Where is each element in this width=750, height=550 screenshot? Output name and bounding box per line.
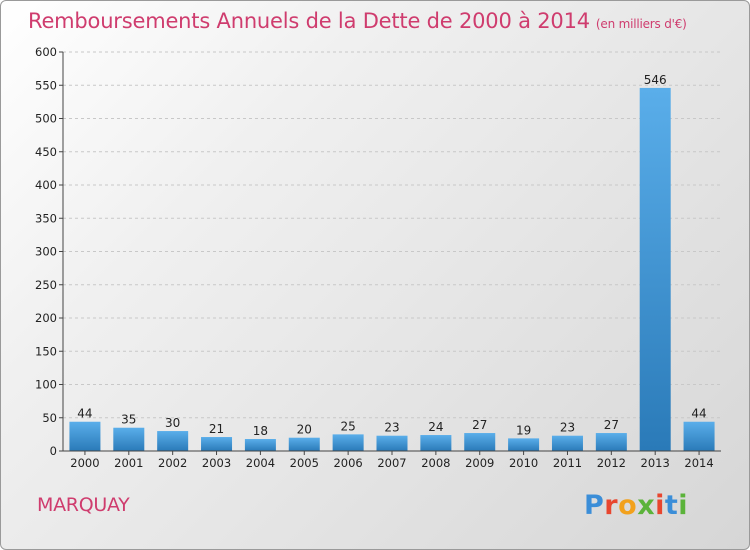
bar-2000 <box>69 421 101 451</box>
data-label-2011: 23 <box>560 421 575 435</box>
x-tick-label-2007: 2007 <box>377 456 406 470</box>
x-tick-label-2005: 2005 <box>290 456 319 470</box>
data-label-2007: 23 <box>384 421 399 435</box>
bar-2004 <box>244 439 276 451</box>
y-tick-label: 150 <box>35 344 57 358</box>
y-tick-label: 550 <box>35 78 57 92</box>
y-tick-label: 400 <box>35 178 57 192</box>
bar-2001 <box>113 427 145 451</box>
y-tick-label: 500 <box>35 112 57 126</box>
bar-2013 <box>639 87 671 451</box>
bar-2014 <box>683 421 715 451</box>
data-label-2009: 27 <box>472 418 487 432</box>
data-label-2002: 30 <box>165 416 180 430</box>
y-tick-label: 100 <box>35 378 57 392</box>
data-label-2010: 19 <box>516 423 531 437</box>
x-tick-label-2008: 2008 <box>421 456 450 470</box>
bar-2002 <box>157 431 189 451</box>
logo-letter: i <box>655 490 665 521</box>
x-tick-label-2011: 2011 <box>553 456 582 470</box>
logo-letter: P <box>584 490 605 521</box>
y-tick-label: 350 <box>35 211 57 225</box>
bars <box>69 87 715 451</box>
logo-letter: t <box>664 490 679 521</box>
data-label-2014: 44 <box>691 407 706 421</box>
data-label-2003: 21 <box>209 422 224 436</box>
chart-title-text: Remboursements Annuels de la Dette de 20… <box>28 9 590 33</box>
y-tick-label: 0 <box>50 444 57 458</box>
x-tick-label-2009: 2009 <box>465 456 494 470</box>
bar-2012 <box>595 433 627 451</box>
chart-title: Remboursements Annuels de la Dette de 20… <box>28 9 687 33</box>
data-label-2005: 20 <box>297 423 312 437</box>
bar-2010 <box>508 438 540 451</box>
commune-name: MARQUAY <box>37 494 130 516</box>
bar-2011 <box>551 435 583 451</box>
x-tick-label-2002: 2002 <box>158 456 187 470</box>
x-tick-label-2012: 2012 <box>597 456 626 470</box>
data-label-2000: 44 <box>77 407 92 421</box>
bar-2009 <box>464 433 496 451</box>
x-tick-label-2013: 2013 <box>641 456 670 470</box>
y-tick-label: 250 <box>35 278 57 292</box>
data-label-2012: 27 <box>604 418 619 432</box>
y-tick-label: 50 <box>42 411 57 425</box>
x-tick-label-2000: 2000 <box>70 456 99 470</box>
bar-2008 <box>420 435 452 451</box>
y-tick-label: 200 <box>35 311 57 325</box>
data-label-2008: 24 <box>428 420 443 434</box>
x-tick-label-2003: 2003 <box>202 456 231 470</box>
data-label-2004: 18 <box>253 424 268 438</box>
bar-2005 <box>288 437 320 451</box>
bar-2006 <box>332 434 364 451</box>
y-tick-label: 300 <box>35 245 57 259</box>
logo-letter: r <box>604 490 619 521</box>
chart-subtitle: (en milliers d'€) <box>595 17 687 31</box>
x-tick-label-2010: 2010 <box>509 456 538 470</box>
x-tick-label-2006: 2006 <box>333 456 362 470</box>
proxiti-logo: Proxiti <box>584 490 688 521</box>
logo-letter: x <box>637 490 656 521</box>
y-tick-label: 600 <box>35 45 57 59</box>
axes <box>59 51 721 455</box>
x-tick-label-2014: 2014 <box>684 456 713 470</box>
data-label-2013: 546 <box>644 73 667 87</box>
y-tick-label: 450 <box>35 145 57 159</box>
bar-2007 <box>376 435 408 451</box>
x-tick-label-2004: 2004 <box>246 456 275 470</box>
logo-letter: i <box>678 490 689 521</box>
grid-lines <box>63 51 721 452</box>
bar-2003 <box>201 437 233 451</box>
x-tick-label-2001: 2001 <box>114 456 143 470</box>
data-label-2001: 35 <box>121 413 136 427</box>
data-label-2006: 25 <box>340 419 355 433</box>
logo-letter: o <box>618 490 638 521</box>
labels: 0 50 100 150 200 250 300 350 400 450 500 550 600 44 20… <box>35 45 714 470</box>
